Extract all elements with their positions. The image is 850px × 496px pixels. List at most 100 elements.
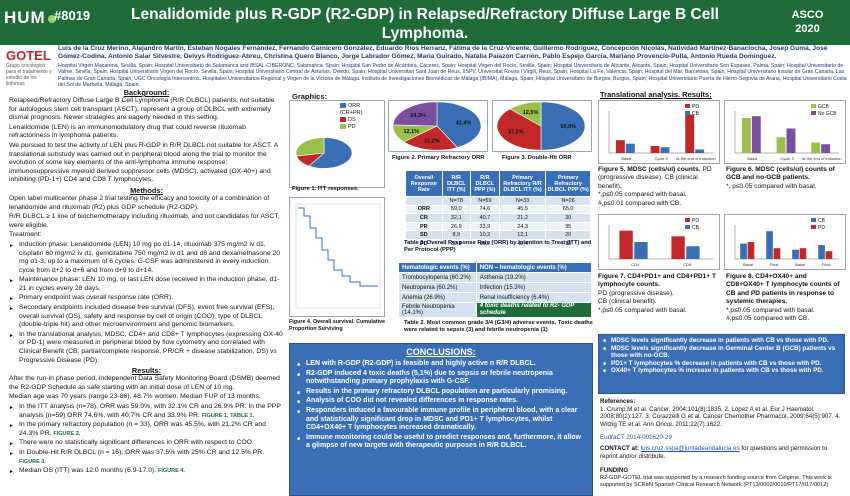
- orr-table-cell: 32,1: [441, 238, 471, 249]
- figure-7-legend-label: CB: [692, 225, 700, 231]
- gotel-logo: GOTEL Grupo oncológico para el tratamient…: [6, 48, 52, 87]
- figure-3-slice-label: 12,5%: [523, 110, 539, 116]
- figure-2-caption: Figure 2. Primary Refractory ORR: [392, 155, 485, 161]
- summary-item: MDSC levels significantly decrease in pa…: [603, 337, 840, 345]
- conference-name: ASCO: [791, 9, 824, 21]
- figure-2-slice-label: 42,4%: [456, 120, 472, 126]
- title-banner: HUM #8019 Lenalidomide plus R-GDP (R2-GD…: [0, 0, 850, 61]
- figure-2-slice: [392, 101, 438, 127]
- figure-6-bar: [776, 137, 786, 153]
- orr-table-cell: N=59: [469, 196, 500, 206]
- orr-table-cell: CR: [405, 213, 443, 223]
- tox-table-cell: Asthenia (19.2%): [475, 272, 593, 283]
- orr-table-header: R/R DLBCL ITT (%): [441, 170, 471, 197]
- orr-table-cell: 20: [545, 230, 591, 240]
- figure-5-box: Basal Cycle 3 At the end of induction PD CB: [598, 100, 720, 164]
- figure-8-bar: [766, 231, 773, 259]
- orr-table-cell: 42,4: [498, 238, 547, 249]
- methods-p2: R/R DLBCL ≥ 1 line of biochemotherapy in…: [9, 213, 280, 229]
- orr-table-cell: 32,1: [441, 213, 471, 223]
- figure-8-caption: Figure 8. CD4+OX40+ and CD8+OX40+ T lymp…: [726, 273, 840, 323]
- tox-table-cell: Neutropenia (60.2%): [398, 282, 477, 293]
- contact-email-link[interactable]: luis.cruz.sspa@juntadeandalucia.es: [640, 445, 740, 452]
- orr-table-cell: 26,9: [441, 221, 471, 232]
- figure-2-pie: 42,4% 21,2% 12,1% 24,3%: [392, 101, 482, 151]
- orr-table-cell: 24,3: [498, 221, 547, 232]
- abstract-number: #8019: [54, 8, 91, 23]
- figure-3-pie: 50,0% 37,5% 12,5%: [496, 101, 586, 151]
- figure-1-slice: [295, 137, 325, 157]
- methods-list: Induction phase: Lenalidomide (LEN) 10 m…: [9, 241, 284, 365]
- figure-4-caption: Figure 4. Overall survival. Cumulative P…: [289, 319, 386, 332]
- conclusion-item: Immune monitoring could be useful to pre…: [297, 434, 586, 451]
- figure-8-box: Basal Final Basal Final CB PD: [724, 214, 846, 270]
- figure-1-caption: Figure 1. ITT responses.: [292, 186, 359, 192]
- orr-table-header: R/R DLBCL PPP (%): [469, 170, 500, 197]
- result-coo: There were no statistically significant …: [9, 439, 284, 448]
- methods-heading: Methods:: [130, 185, 163, 195]
- title-line-1: Lenalidomide plus R-GDP (R2-GDP) in Rela…: [131, 6, 719, 42]
- orr-table-cell: 21,2: [498, 213, 547, 223]
- orr-table-cell: ORR: [405, 204, 443, 215]
- orr-table-header: Primary Refractory DLBCL PPP (%): [545, 170, 591, 197]
- figure-7-x-label: CD8: [683, 262, 692, 267]
- orr-table-cell: 10: [545, 238, 591, 249]
- eudract-number: EudraCT 2014-001620-29: [600, 434, 672, 441]
- orr-table-cell: N=78: [441, 196, 471, 206]
- tox-table-header: Hematologic events (%): [398, 262, 477, 273]
- conclusion-item: Results in the primary refractory DLBCL …: [297, 388, 586, 397]
- figure-5-x-label: At the end of induction: [676, 156, 716, 161]
- result-itt: In the ITT analysis (n=78), ORR was 59.0…: [9, 403, 284, 420]
- figure-2-slice-label: 24,3%: [410, 113, 426, 119]
- background-p3: We pursued to test the activity of LEN p…: [9, 141, 278, 184]
- figure-5-bar: [660, 147, 670, 153]
- figure-5-caption: Figure 5. MDSC (cells/ul) counts. PD (pr…: [598, 166, 712, 207]
- background-p2: Lenalidomide (LEN) is an immunomodulator…: [9, 123, 246, 140]
- summary-item: OX40+ T lymphocytes % increase in patien…: [603, 367, 840, 375]
- orr-table-cell: 59,0: [441, 204, 471, 215]
- figure-8-legend-label: CB: [818, 218, 826, 224]
- orr-table-row: ORR 59,0 74,6 45,5 65,0: [405, 204, 591, 215]
- orr-table-cell: 35: [545, 221, 591, 232]
- orr-table-cell: 30: [545, 213, 591, 223]
- figure-8-bar: [818, 245, 825, 259]
- tox-table-row: Anemia (26.9%) Renal insufficiency (6.4%): [398, 292, 593, 303]
- figure-6-legend-label: No GCB: [818, 111, 837, 117]
- figure-7-bar: [619, 230, 633, 259]
- figure-7-caption: Figure 7. CD4+PD1+ and CD8+PD1+ T lympho…: [598, 273, 716, 314]
- conclusion-item: R2-GDP induced 4 toxic deaths (5,1%) due…: [297, 370, 586, 387]
- figure-3-slice: [509, 101, 542, 127]
- summary-item: MDSC levels significantly decrease in Ge…: [603, 345, 840, 360]
- background-heading: Background:: [123, 88, 170, 97]
- figure-2-box: 42,4% 21,2% 12,1% 24,3%: [388, 100, 488, 152]
- affiliations: Hospital Virgen Macarena, Sevilla, Spain…: [58, 63, 847, 89]
- results-p2: Median age was 70 years (range 23-86), 4…: [9, 393, 261, 401]
- figure-6-x-label: At the end of induction: [802, 156, 842, 161]
- left-column: Background: Relapsed/Refractory Diffuse …: [9, 88, 284, 477]
- figure-8-x-label: Basal: [743, 262, 753, 267]
- orr-table-cell: 10,2: [469, 230, 500, 240]
- orr-table-row: PD 32,1 15,2 42,4 10: [405, 238, 591, 249]
- orr-table-header: Primary Refractory R/R DLBCL ITT (%): [498, 170, 547, 197]
- figure-2-slice-label: 12,1%: [403, 129, 419, 135]
- conclusions-box: CONCLUSIONS: LEN with R-GDP (R2-GDP) is …: [289, 343, 593, 496]
- secondary-endpoint-item: Secondary endpoints included disease fre…: [9, 304, 284, 330]
- figure-7-legend-swatch: [685, 225, 690, 229]
- figure-4-box: [289, 197, 385, 317]
- maintenance-item: Maintenance phase: LEN 10 mg, or last LE…: [9, 276, 284, 293]
- figure-4-km-curve: [295, 203, 381, 309]
- background-p1: Relapsed/Refractory Diffuse Large B Cell…: [9, 97, 275, 122]
- tox-table-row: Trombocytopenia (60.2%) Asthenia (19.2%): [398, 272, 593, 283]
- figure-8-bar: [740, 243, 747, 259]
- orr-table-cell: N=33: [498, 196, 547, 206]
- methods-p1: Open label multicenter phase 2 trial tes…: [9, 194, 270, 211]
- conference-badge: ASCO 2020: [770, 8, 845, 36]
- orr-table-cell: 65,0: [545, 204, 591, 215]
- figure-7-legend-swatch: [685, 218, 690, 222]
- figure-5-bar: [625, 143, 635, 153]
- orr-table: Overall Response Rate R/R DLBCL ITT (%) …: [405, 170, 591, 249]
- orr-table-cell: PR: [405, 221, 443, 232]
- figure-6-caption: Figure 6. MDSC (cells/ul) counts of GCB …: [726, 166, 835, 190]
